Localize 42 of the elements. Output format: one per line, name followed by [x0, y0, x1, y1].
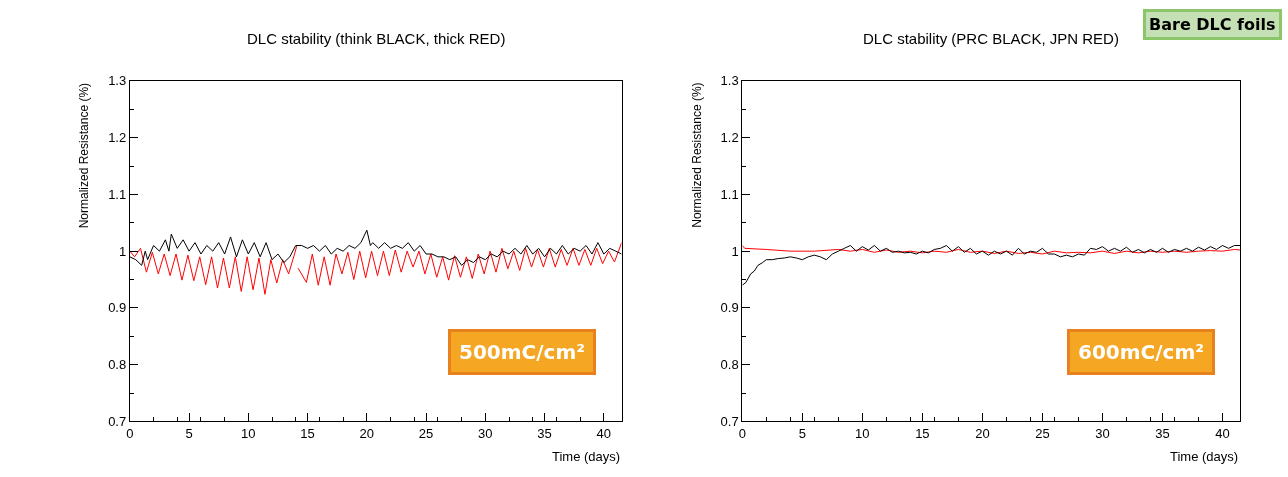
x-tick-label: 25: [418, 426, 434, 442]
y-tick-label: 0.8: [720, 357, 739, 373]
x-axis-title: Time (days): [552, 449, 621, 464]
x-tick-label: 5: [185, 426, 193, 442]
x-tick-label: 35: [537, 426, 552, 442]
chart-title: DLC stability (think BLACK, thick RED): [247, 30, 506, 47]
y-axis-title: Normalized Resistance (%): [689, 82, 704, 228]
x-tick-label: 30: [1095, 426, 1110, 442]
x-tick-label: 20: [975, 426, 990, 442]
x-tick-label: 40: [1215, 426, 1230, 442]
chart-title: DLC stability (PRC BLACK, JPN RED): [863, 30, 1119, 47]
x-tick-label: 30: [478, 426, 493, 442]
y-tick-label: 0.9: [720, 300, 739, 316]
x-tick-label: 10: [241, 426, 256, 442]
y-tick-label: 1.1: [720, 186, 739, 202]
y-tick-label: 1.2: [720, 130, 739, 146]
y-tick-label: 1.3: [108, 73, 127, 89]
y-tick-label: 1: [119, 243, 127, 259]
y-tick-label: 0.9: [108, 300, 127, 316]
x-tick-label: 15: [300, 426, 315, 442]
y-axis-title: Normalized Resistance (%): [77, 82, 92, 229]
x-tick-label: 0: [738, 426, 746, 442]
x-tick-label: 25: [1035, 426, 1050, 442]
line-series: [742, 244, 1241, 255]
y-tick-label: 1.1: [108, 186, 127, 202]
y-tick-label: 1.3: [720, 73, 739, 89]
x-axis-title: Time (days): [1170, 449, 1239, 464]
text: Bare DLC foils: [1149, 15, 1276, 34]
y-tick-label: 0.7: [720, 413, 739, 429]
x-tick-label: 20: [359, 426, 375, 442]
x-tick-label: 0: [126, 426, 134, 442]
y-tick-label: 1.2: [108, 130, 127, 146]
y-tick-label: 0.7: [108, 413, 127, 429]
x-tick-label: 35: [1155, 426, 1170, 442]
x-tick-label: 40: [596, 426, 612, 442]
y-tick-label: 1: [731, 243, 739, 259]
annotation: 600mC/cm²: [1078, 340, 1205, 364]
x-tick-label: 5: [798, 426, 806, 442]
annotation: 500mC/cm²: [459, 340, 586, 364]
y-tick-label: 0.8: [108, 357, 127, 373]
x-tick-label: 10: [855, 426, 870, 442]
x-tick-label: 15: [915, 426, 930, 442]
